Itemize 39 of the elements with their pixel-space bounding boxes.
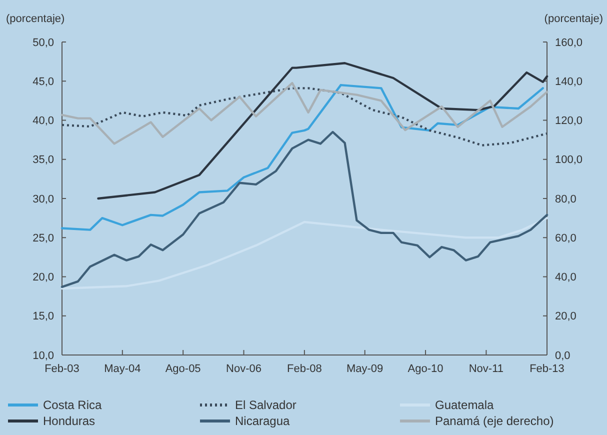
y-tick-label: 20,0 [32,272,54,284]
y2-tick-label: 100,0 [555,154,583,166]
y2-tick-label: 60,0 [555,232,576,244]
legend-label: Guatemala [435,398,494,412]
x-tick-label: Ago-10 [408,363,444,375]
y-tick-label: 35,0 [32,154,54,166]
y2-tick-label: 40,0 [555,272,576,284]
line-series [60,84,544,231]
line-series [60,130,548,288]
y-tick-label: 15,0 [32,310,54,323]
x-tick-label: Feb-08 [287,363,322,375]
legend-label: Nicaragua [235,414,290,428]
x-tick-label: Nov-11 [468,363,504,375]
y2-tick-label: 120,0 [555,115,583,128]
x-tick-label: May-09 [346,363,384,375]
y-tick-label: 45,0 [32,76,54,88]
y-axis-title: (porcentaje) [6,13,65,25]
y-tick-label: 40,0 [32,115,54,128]
y-tick-label: 30,0 [32,193,54,206]
legend-label: Honduras [43,414,96,428]
line-series [60,216,548,290]
y2-tick-label: 20,0 [555,310,576,323]
x-tick-label: May-04 [104,363,141,375]
x-tick-label: Nov-06 [226,363,262,375]
legend-label: Costa Rica [43,398,102,412]
x-tick-label: Ago-05 [165,363,201,375]
y2-tick-label: 160,0 [555,36,583,49]
y2-tick-label: 80,0 [555,193,576,206]
y-tick-label: 50,0 [32,36,54,49]
y2-axis-title: (porcentaje) [544,13,603,25]
line-series [97,62,548,200]
legend-label: Panamá (eje derecho) [435,414,554,428]
x-tick-label: Feb-13 [530,363,564,375]
y-tick-label: 25,0 [32,232,54,244]
y-tick-label: 10,0 [32,350,54,362]
y2-tick-label: 0,0 [555,350,570,362]
x-tick-label: Feb-03 [44,363,80,375]
y2-tick-label: 140,0 [555,76,583,88]
legend-label: El Salvador [235,398,296,412]
